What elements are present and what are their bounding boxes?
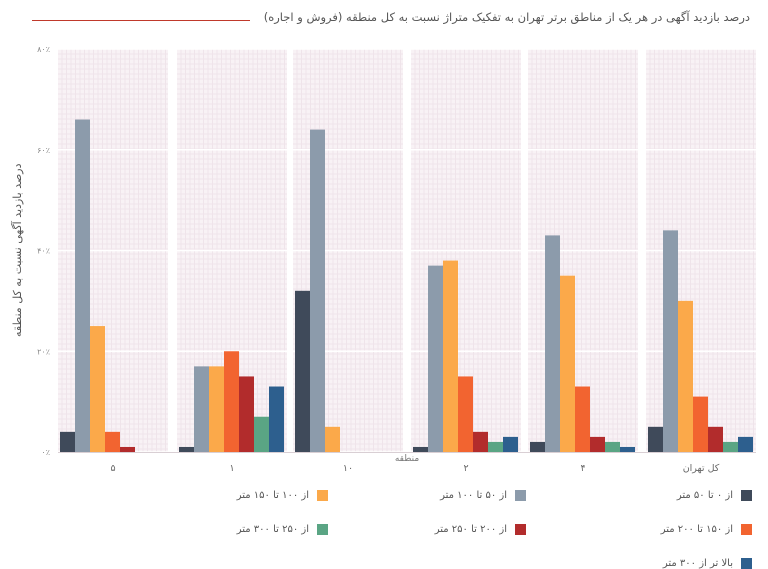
bar	[575, 386, 590, 452]
legend-label: از ۵۰ تا ۱۰۰ متر	[440, 490, 507, 501]
legend-item: از ۵۰ تا ۱۰۰ متر	[440, 490, 526, 501]
bar	[413, 446, 428, 452]
bar	[560, 275, 575, 452]
legend-item: از ۲۵۰ تا ۳۰۰ متر	[237, 524, 328, 535]
legend-label: از ۱۰۰ تا ۱۵۰ متر	[236, 490, 309, 501]
bar	[239, 376, 254, 452]
bar	[473, 431, 488, 452]
legend-swatch	[317, 490, 328, 501]
bar	[325, 426, 340, 452]
x-tick-label: ۱	[229, 463, 234, 474]
legend-label: از ۲۰۰ تا ۲۵۰ متر	[434, 524, 507, 535]
bar	[179, 446, 194, 452]
bar	[209, 366, 224, 452]
legend-swatch	[741, 558, 752, 569]
legend-item: از ۲۰۰ تا ۲۵۰ متر	[435, 524, 526, 535]
legend-label: از ۲۵۰ تا ۳۰۰ متر	[236, 524, 309, 535]
bar	[648, 426, 663, 452]
chart-plot: ۰٪ ۲۰٪ ۴۰٪ ۶۰٪ ۸۰٪ ۵ ۱ ۱۰ ۲ ۴ کل تهران	[37, 45, 756, 474]
legend-swatch	[741, 490, 752, 501]
legend-swatch	[515, 524, 526, 535]
bar	[723, 441, 738, 452]
x-tick-label: ۵	[110, 463, 115, 474]
legend-item: از ۰ تا ۵۰ متر	[677, 490, 752, 501]
title-underline	[32, 20, 250, 21]
legend-label: از ۰ تا ۵۰ متر	[676, 490, 733, 501]
y-tick-label: ۴۰٪	[37, 247, 50, 256]
bar	[90, 326, 105, 452]
bar	[60, 431, 75, 452]
bar	[120, 446, 135, 452]
bar	[443, 260, 458, 452]
bar	[738, 436, 753, 452]
bar	[503, 436, 518, 452]
legend-item: بالا تر از ۳۰۰ متر	[663, 558, 752, 569]
bar	[530, 441, 545, 452]
bar	[590, 436, 605, 452]
bar	[310, 129, 325, 452]
legend-item: از ۱۰۰ تا ۱۵۰ متر	[237, 490, 328, 501]
bar	[75, 119, 90, 453]
y-tick-label: ۰٪	[41, 448, 50, 457]
bar	[545, 235, 560, 452]
y-tick-label: ۶۰٪	[37, 146, 50, 155]
bar	[458, 376, 473, 452]
legend-label: بالا تر از ۳۰۰ متر	[662, 558, 733, 569]
legend-swatch	[515, 490, 526, 501]
bar	[194, 366, 209, 452]
legend-item: از ۱۵۰ تا ۲۰۰ متر	[661, 524, 752, 535]
y-tick-label: ۸۰٪	[37, 45, 50, 54]
legend-swatch	[741, 524, 752, 535]
bar	[295, 290, 310, 452]
bar	[254, 416, 269, 452]
legend-swatch	[317, 524, 328, 535]
x-tick-label: ۲	[463, 463, 468, 474]
x-tick-label: کل تهران	[683, 463, 720, 474]
bar	[428, 265, 443, 452]
bar	[488, 441, 503, 452]
bar	[105, 431, 120, 452]
legend-label: از ۱۵۰ تا ۲۰۰ متر	[660, 524, 733, 535]
bar	[269, 386, 284, 452]
y-tick-label: ۲۰٪	[37, 347, 50, 356]
x-axis-label: منطقه	[394, 454, 420, 464]
bar	[605, 441, 620, 452]
chart-title: درصد بازدید آگهی در هر یک از مناطق برتر …	[263, 10, 750, 24]
bar	[693, 396, 708, 452]
x-tick-label: ۱۰	[343, 463, 353, 474]
bar	[620, 446, 635, 452]
bar	[224, 351, 239, 452]
bar	[663, 230, 678, 452]
bar	[708, 426, 723, 452]
x-tick-label: ۴	[580, 463, 585, 474]
bar	[678, 300, 693, 452]
